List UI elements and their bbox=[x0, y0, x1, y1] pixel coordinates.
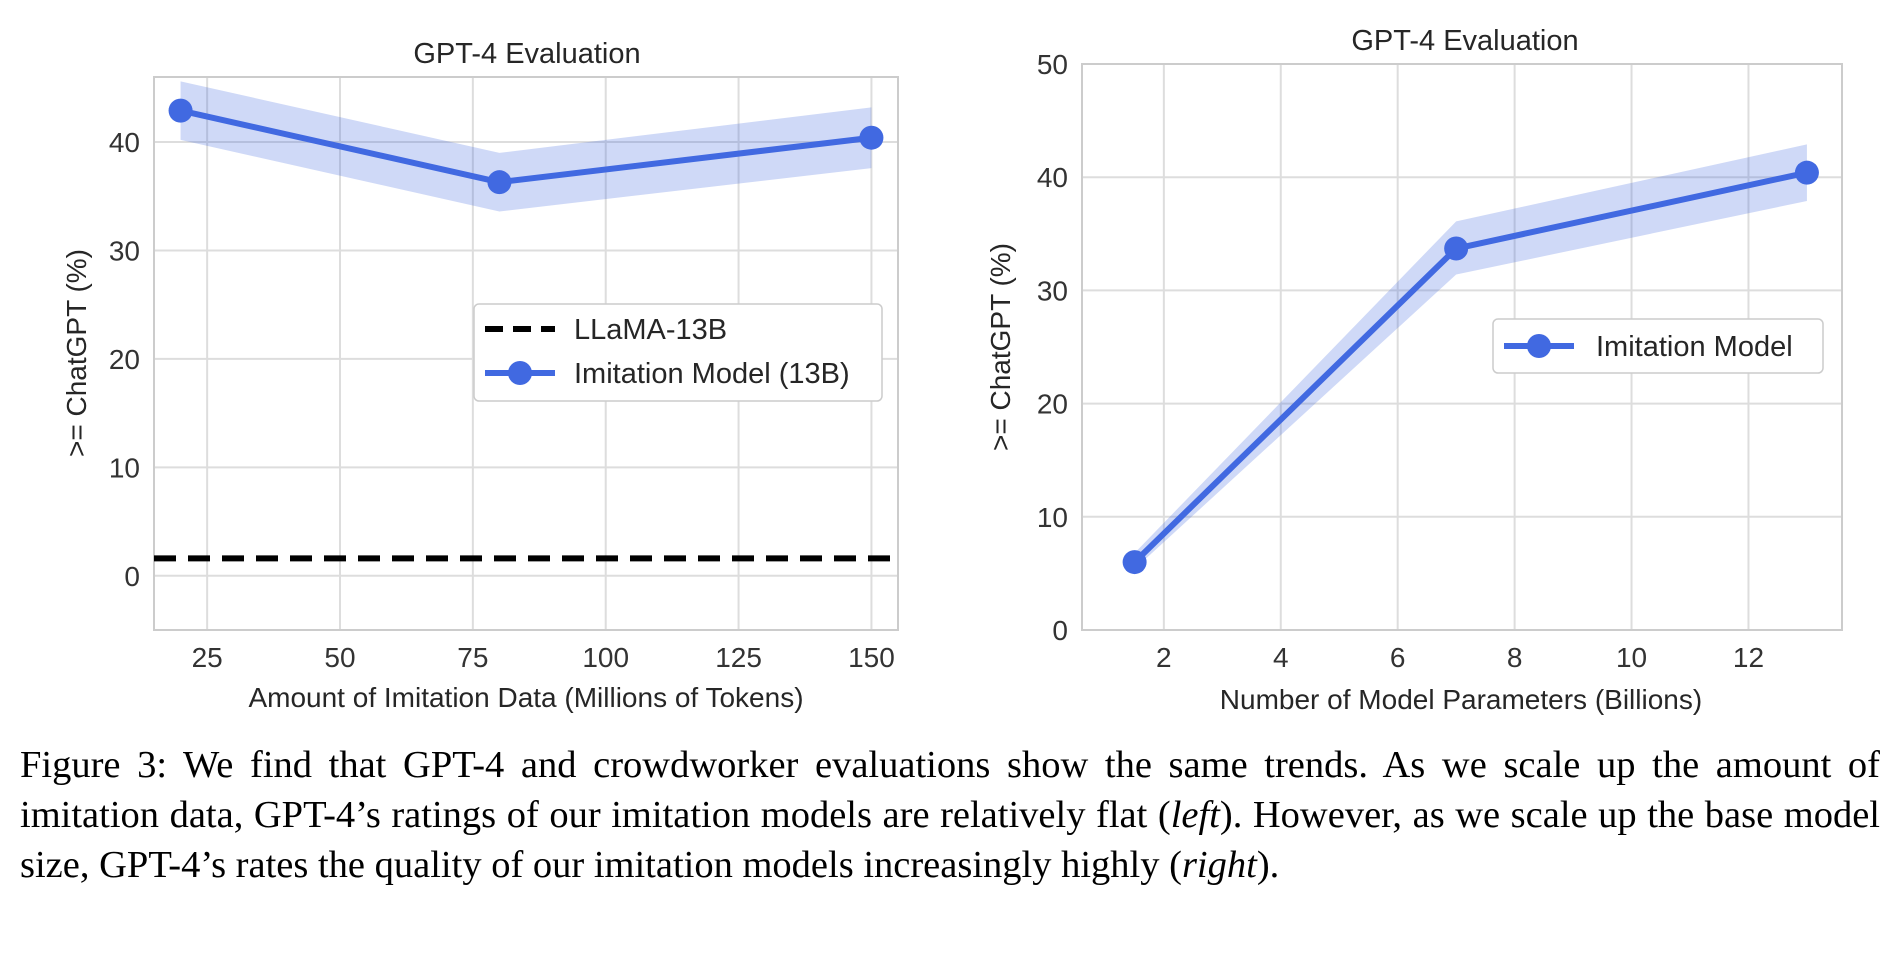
right-x-tick-label: 6 bbox=[1390, 642, 1406, 673]
figure-caption: Figure 3: We find that GPT-4 and crowdwo… bbox=[20, 740, 1880, 890]
left-plot-frame bbox=[153, 76, 899, 631]
left-y-tick-label: 40 bbox=[109, 127, 140, 158]
left-y-axis-label: >= ChatGPT (%) bbox=[61, 249, 92, 457]
right-y-tick-label: 30 bbox=[1037, 275, 1068, 306]
right-x-tick-label: 8 bbox=[1507, 642, 1523, 673]
right-x-tick-label: 12 bbox=[1733, 642, 1764, 673]
left-chart-title: GPT-4 Evaluation bbox=[413, 38, 640, 70]
left-x-tick-label: 50 bbox=[324, 642, 355, 673]
left-x-tick-label: 25 bbox=[192, 642, 223, 673]
left-x-tick-label: 100 bbox=[582, 642, 629, 673]
figure: GPT-4 Evaluation 25 50 75 100 125 15001020304… bbox=[61, 25, 1843, 715]
legend-label-imitation-13b: Imitation Model (13B) bbox=[574, 358, 850, 390]
left-series-1-confidence-band bbox=[180, 81, 872, 212]
left-y-tick-label: 10 bbox=[109, 452, 140, 483]
caption-left-word: left bbox=[1170, 794, 1220, 836]
right-series-0-point bbox=[1444, 236, 1469, 261]
right-x-tick-label: 2 bbox=[1156, 642, 1172, 673]
chart-right: GPT-4 Evaluation 2 4 6 8 10 12 0 10 20 30 40 50 Num… bbox=[985, 25, 1843, 715]
right-series-0-point bbox=[1122, 550, 1147, 575]
left-series-1-point bbox=[487, 170, 512, 195]
right-x-tick-label: 10 bbox=[1616, 642, 1647, 673]
left-series-1-point bbox=[859, 125, 884, 150]
left-tick-labels: 25 50 75 100 125 150 0 10 20 30 40 bbox=[109, 127, 895, 673]
right-y-tick-label: 50 bbox=[1037, 49, 1068, 80]
left-x-axis-label: Amount of Imitation Data (Millions of To… bbox=[248, 682, 803, 713]
caption-middle: ). However, as we scale up the base mode… bbox=[20, 794, 1880, 886]
left-y-tick-label: 30 bbox=[109, 235, 140, 266]
left-y-tick-label: 20 bbox=[109, 344, 140, 375]
right-x-axis-label: Number of Model Parameters (Billions) bbox=[1220, 684, 1702, 715]
chart-left: GPT-4 Evaluation 25 50 75 100 125 150 0 10 20 30 4… bbox=[61, 38, 899, 713]
right-data-marks bbox=[1122, 144, 1819, 575]
legend-label-imitation: Imitation Model bbox=[1596, 331, 1793, 363]
right-y-tick-label: 0 bbox=[1052, 615, 1068, 646]
right-x-tick-label: 4 bbox=[1273, 642, 1289, 673]
right-y-tick-label: 10 bbox=[1037, 502, 1068, 533]
caption-prefix: Figure 3: We find that GPT-4 and crowdwo… bbox=[20, 744, 1880, 836]
right-y-tick-label: 40 bbox=[1037, 162, 1068, 193]
left-legend-box bbox=[473, 303, 883, 402]
legend-marker-imitation bbox=[1527, 334, 1551, 358]
right-legend-box bbox=[1492, 318, 1824, 374]
caption-suffix: ). bbox=[1256, 844, 1280, 886]
right-tick-labels: 2 4 6 8 10 12 0 10 20 30 40 50 bbox=[1037, 49, 1764, 673]
left-x-tick-label: 125 bbox=[715, 642, 762, 673]
right-y-tick-label: 20 bbox=[1037, 389, 1068, 420]
right-series-0-point bbox=[1794, 160, 1819, 185]
left-data-marks bbox=[154, 81, 898, 562]
left-legend: LLaMA-13B Imitation Model (13B) bbox=[473, 303, 883, 402]
caption-right-word: right bbox=[1181, 844, 1257, 886]
legend-marker-imitation-13b bbox=[508, 361, 532, 385]
left-x-tick-label: 150 bbox=[848, 642, 895, 673]
right-legend: Imitation Model bbox=[1492, 318, 1824, 374]
right-chart-title: GPT-4 Evaluation bbox=[1351, 25, 1578, 57]
left-series-1-point bbox=[168, 98, 193, 123]
legend-label-llama-13b: LLaMA-13B bbox=[574, 314, 727, 346]
right-y-axis-label: >= ChatGPT (%) bbox=[985, 243, 1016, 451]
right-plot-frame bbox=[1081, 63, 1843, 631]
left-y-tick-label: 0 bbox=[124, 561, 140, 592]
left-x-tick-label: 75 bbox=[457, 642, 488, 673]
